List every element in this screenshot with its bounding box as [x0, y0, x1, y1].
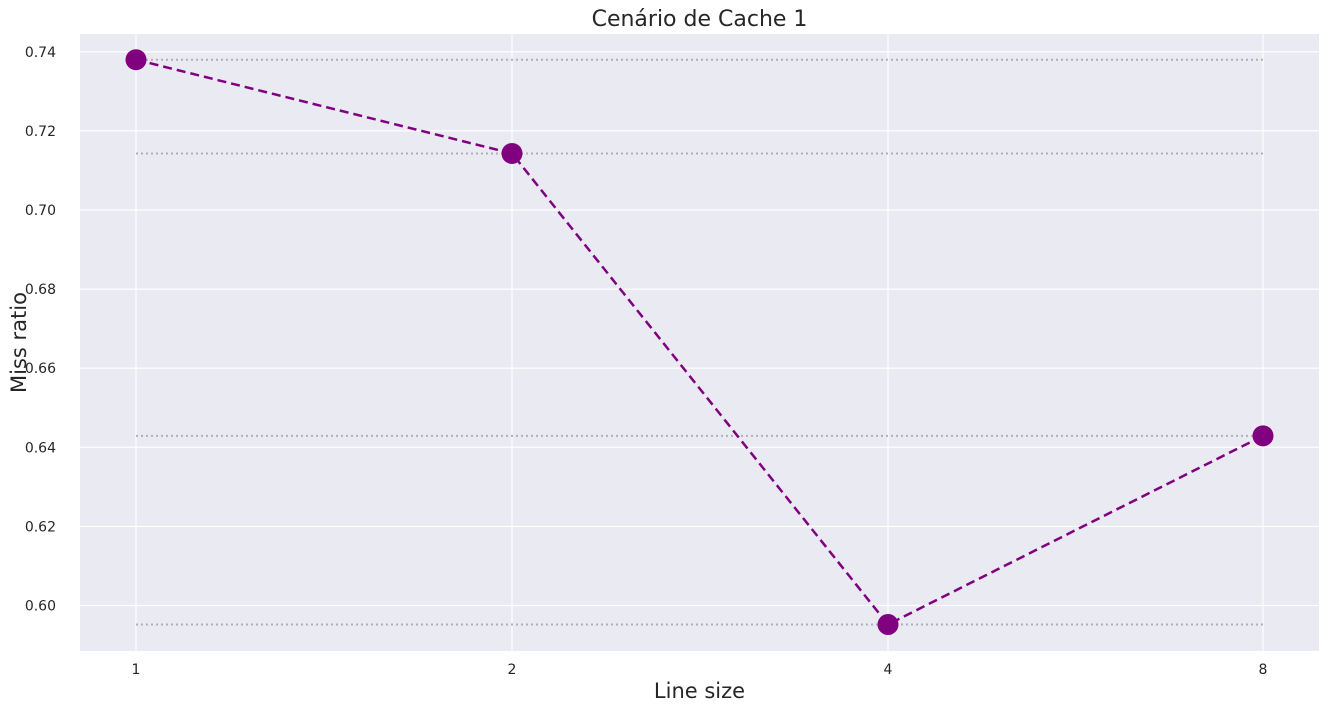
- y-tick-label: 0.62: [25, 519, 56, 535]
- y-tick-label: 0.70: [25, 203, 56, 219]
- plot-background: [80, 34, 1319, 651]
- tick-labels: 0.60 0.62 0.64 0.66 0.68 0.70 0.72 0.74 1 2 4 8: [25, 45, 1268, 678]
- y-tick-label: 0.72: [25, 124, 56, 140]
- x-tick-label: 4: [884, 662, 893, 678]
- y-tick-label: 0.60: [25, 599, 56, 615]
- data-point: [877, 614, 899, 636]
- x-tick-label: 8: [1259, 662, 1268, 678]
- y-tick-label: 0.74: [25, 45, 56, 61]
- x-tick-label: 1: [132, 662, 141, 678]
- grid: [80, 34, 1319, 651]
- series: [125, 49, 1274, 636]
- x-tick-label: 2: [508, 662, 517, 678]
- data-point: [1252, 425, 1274, 447]
- chart-title: Cenário de Cache 1: [592, 7, 808, 32]
- y-tick-label: 0.64: [25, 440, 56, 456]
- y-axis-label: Miss ratio: [7, 292, 31, 393]
- data-point: [501, 142, 523, 164]
- data-point: [125, 49, 147, 71]
- y-tick-label: 0.66: [25, 361, 56, 377]
- x-axis-label: Line size: [654, 679, 745, 703]
- series-line: [135, 58, 1264, 627]
- y-tick-label: 0.68: [25, 282, 56, 298]
